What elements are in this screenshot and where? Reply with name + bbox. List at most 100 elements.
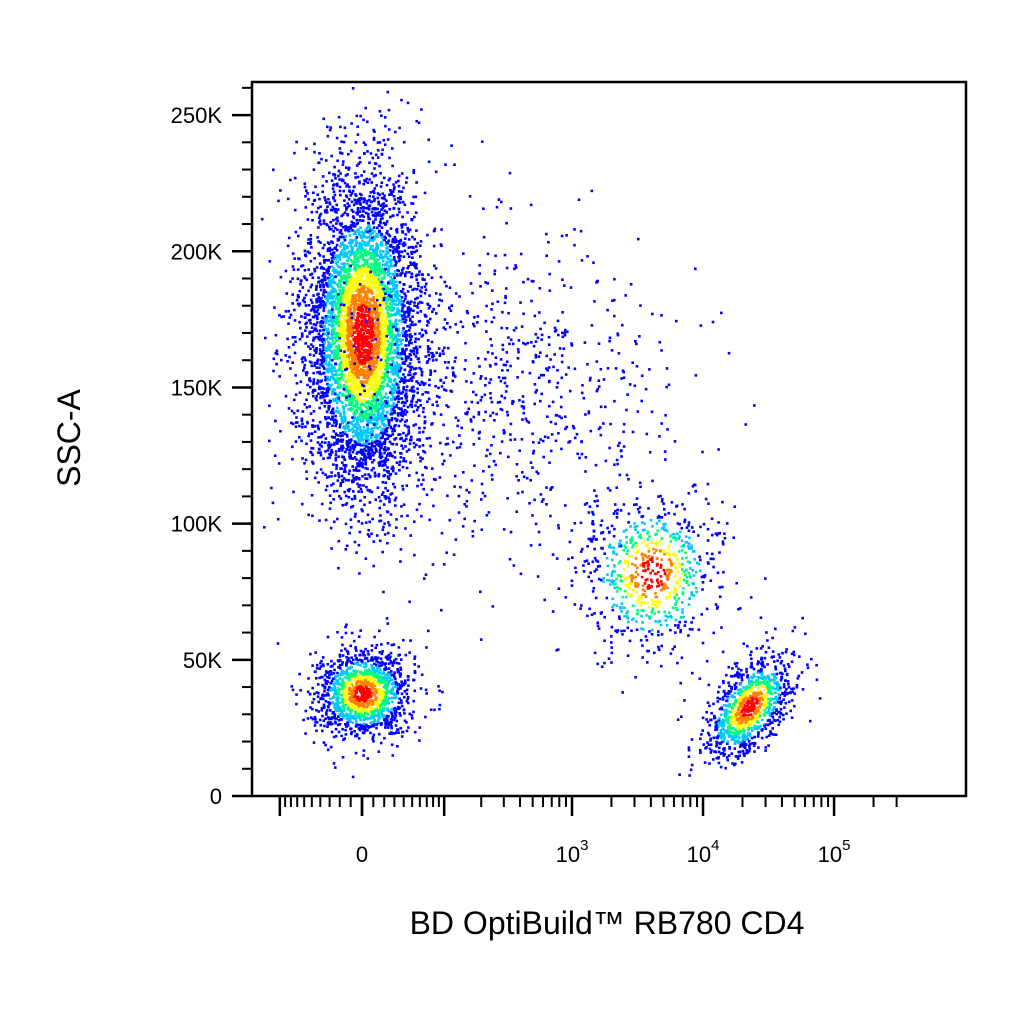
event-dot — [368, 231, 372, 235]
event-dot — [291, 336, 295, 339]
event-dot — [338, 363, 341, 367]
event-dot — [380, 381, 384, 385]
event-dot — [423, 415, 427, 419]
event-dot — [312, 191, 315, 195]
event-dot — [375, 439, 378, 443]
event-dot — [354, 267, 357, 270]
event-dot — [340, 140, 343, 143]
event-dot — [352, 490, 355, 493]
event-dot — [360, 230, 363, 234]
event-dot — [322, 324, 326, 328]
event-dot — [414, 340, 417, 343]
event-dot — [360, 461, 363, 465]
event-dot — [334, 320, 338, 323]
event-dot — [339, 297, 342, 301]
event-dot — [366, 250, 370, 253]
event-dot — [388, 523, 391, 527]
event-dot — [372, 195, 375, 198]
event-dot — [381, 342, 385, 345]
event-dot — [409, 461, 412, 464]
event-dot — [344, 380, 348, 384]
event-dot — [413, 332, 417, 336]
event-dot — [359, 380, 362, 384]
event-dot — [399, 366, 403, 370]
event-dot — [376, 416, 380, 419]
event-dot — [358, 156, 361, 160]
event-dot — [372, 226, 376, 229]
event-dot — [358, 355, 361, 359]
event-dot — [371, 372, 375, 375]
event-dot — [406, 333, 409, 337]
event-dot — [383, 438, 387, 441]
event-dot — [365, 351, 369, 354]
event-dot — [339, 354, 343, 357]
event-dot — [405, 450, 409, 453]
event-dot — [388, 234, 392, 238]
plot-frame — [250, 80, 968, 798]
event-dot — [335, 263, 339, 266]
event-dot — [380, 214, 383, 217]
event-dot — [352, 349, 355, 352]
event-dot — [346, 358, 350, 362]
event-dot — [368, 501, 372, 504]
event-dot — [299, 283, 302, 286]
event-dot — [377, 393, 380, 396]
event-dot — [334, 418, 337, 422]
event-dot — [351, 430, 355, 434]
event-dot — [346, 205, 349, 209]
event-dot — [315, 381, 319, 385]
event-dot — [383, 378, 387, 381]
event-dot — [408, 228, 412, 232]
event-dot — [341, 276, 344, 279]
event-dot — [359, 321, 363, 325]
event-dot — [400, 98, 403, 102]
event-dot — [321, 350, 324, 353]
event-dot — [386, 458, 390, 461]
event-dot — [391, 465, 394, 469]
event-dot — [405, 348, 408, 351]
event-dot — [323, 196, 326, 199]
event-dot — [335, 211, 338, 214]
event-dot — [335, 254, 338, 257]
event-dot — [345, 544, 349, 548]
event-dot — [375, 370, 379, 374]
event-dot — [420, 373, 424, 377]
event-dot — [348, 368, 352, 372]
event-dot — [337, 315, 340, 318]
event-dot — [402, 244, 405, 248]
event-dot — [339, 292, 342, 295]
event-dot — [371, 395, 375, 398]
event-dot — [363, 321, 367, 325]
event-dot — [369, 475, 372, 479]
event-dot — [325, 410, 329, 414]
event-dot — [327, 293, 330, 296]
event-dot — [336, 378, 339, 382]
event-dot — [398, 210, 401, 214]
event-dot — [385, 363, 389, 366]
event-dot — [279, 189, 282, 192]
event-dot — [344, 398, 348, 402]
event-dot — [380, 196, 384, 200]
event-dot — [398, 460, 402, 464]
event-dot — [382, 321, 386, 324]
event-dot — [339, 414, 342, 417]
event-dot — [335, 302, 339, 305]
event-dot — [344, 344, 347, 348]
event-dot — [316, 441, 320, 444]
event-dot — [350, 200, 354, 204]
event-dot — [389, 347, 393, 350]
event-dot — [405, 330, 408, 333]
event-dot — [348, 354, 351, 357]
event-dot — [309, 347, 312, 350]
event-dot — [338, 386, 341, 390]
event-dot — [364, 466, 367, 470]
event-dot — [400, 436, 403, 440]
event-dot — [303, 249, 307, 253]
event-dot — [320, 319, 323, 323]
event-dot — [399, 290, 403, 293]
event-dot — [423, 421, 427, 425]
event-dot — [342, 426, 345, 429]
event-dot — [408, 341, 411, 344]
event-dot — [361, 431, 364, 435]
event-dot — [287, 407, 291, 410]
